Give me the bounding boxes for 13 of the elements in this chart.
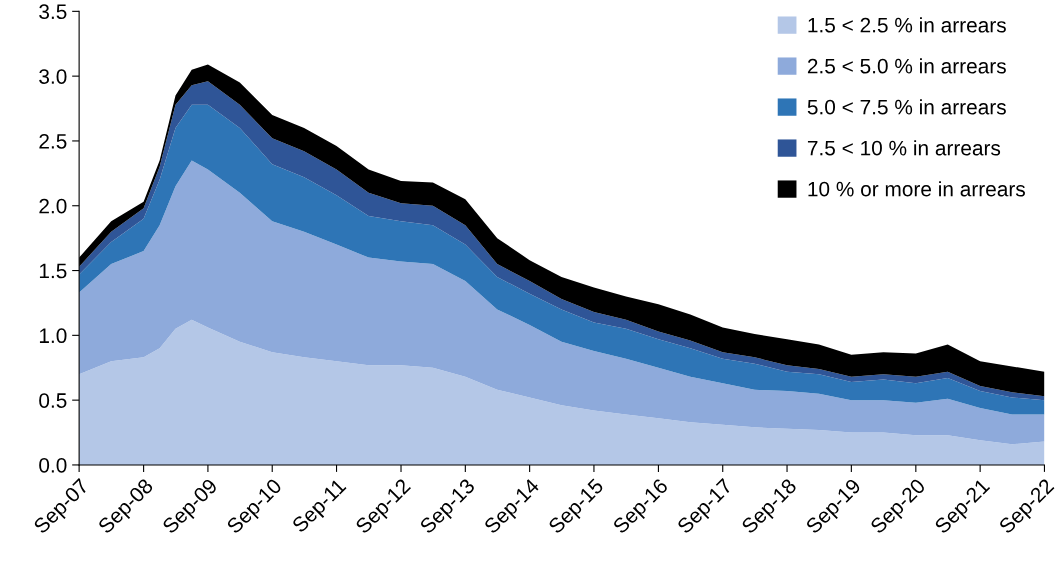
y-tick-label: 2.0 (39, 198, 67, 214)
y-tick-label: 0.0 (39, 457, 67, 473)
legend-label: 5.0 < 7.5 % in arrears (807, 99, 1006, 115)
y-tick-label: 1.5 (39, 263, 67, 279)
y-tick-label: 2.5 (39, 133, 67, 149)
y-tick-label: 1.0 (39, 328, 67, 344)
y-tick-label: 3.5 (39, 4, 67, 20)
y-tick-label: 0.5 (39, 393, 67, 408)
legend-label: 1.5 < 2.5 % in arrears (808, 17, 1006, 33)
legend-label: 2.5 < 5.0 % in arrears (807, 58, 1006, 74)
legend-label: 10 % or more in arrears (808, 181, 1025, 197)
legend-label: 7.5 < 10 % in arrears (807, 140, 1001, 156)
y-tick-label: 3.0 (39, 69, 67, 84)
